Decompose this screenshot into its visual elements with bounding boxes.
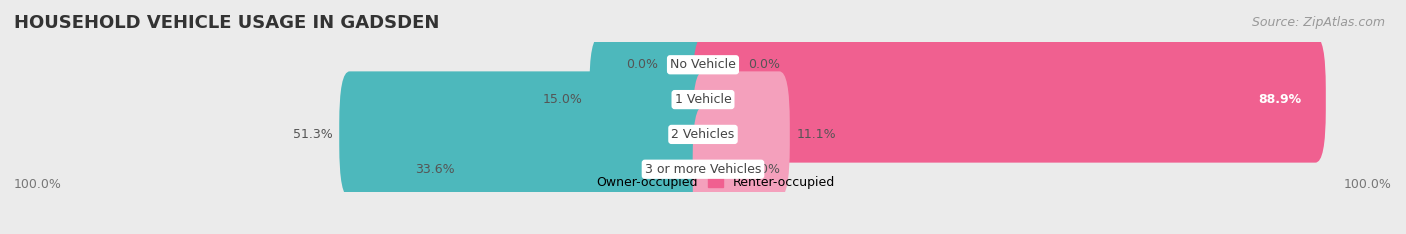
Text: 15.0%: 15.0% (543, 93, 582, 106)
Text: 100.0%: 100.0% (1344, 178, 1392, 191)
Text: 33.6%: 33.6% (415, 163, 454, 176)
Text: 1 Vehicle: 1 Vehicle (675, 93, 731, 106)
Text: 3 or more Vehicles: 3 or more Vehicles (645, 163, 761, 176)
FancyBboxPatch shape (693, 37, 1326, 163)
Text: 88.9%: 88.9% (1258, 93, 1302, 106)
FancyBboxPatch shape (693, 106, 741, 232)
FancyBboxPatch shape (461, 106, 713, 232)
FancyBboxPatch shape (339, 71, 713, 197)
Text: 51.3%: 51.3% (292, 128, 332, 141)
FancyBboxPatch shape (589, 37, 713, 163)
FancyBboxPatch shape (0, 15, 1406, 234)
FancyBboxPatch shape (693, 71, 790, 197)
Text: 100.0%: 100.0% (14, 178, 62, 191)
Text: HOUSEHOLD VEHICLE USAGE IN GADSDEN: HOUSEHOLD VEHICLE USAGE IN GADSDEN (14, 14, 440, 32)
Text: 0.0%: 0.0% (748, 163, 780, 176)
Text: No Vehicle: No Vehicle (671, 58, 735, 71)
Text: 0.0%: 0.0% (626, 58, 658, 71)
FancyBboxPatch shape (0, 50, 1406, 234)
Text: 2 Vehicles: 2 Vehicles (672, 128, 734, 141)
FancyBboxPatch shape (693, 2, 741, 128)
FancyBboxPatch shape (0, 0, 1406, 219)
Text: Source: ZipAtlas.com: Source: ZipAtlas.com (1251, 16, 1385, 29)
FancyBboxPatch shape (665, 2, 713, 128)
Text: 11.1%: 11.1% (797, 128, 837, 141)
Legend: Owner-occupied, Renter-occupied: Owner-occupied, Renter-occupied (571, 176, 835, 189)
FancyBboxPatch shape (0, 0, 1406, 184)
Text: 0.0%: 0.0% (748, 58, 780, 71)
